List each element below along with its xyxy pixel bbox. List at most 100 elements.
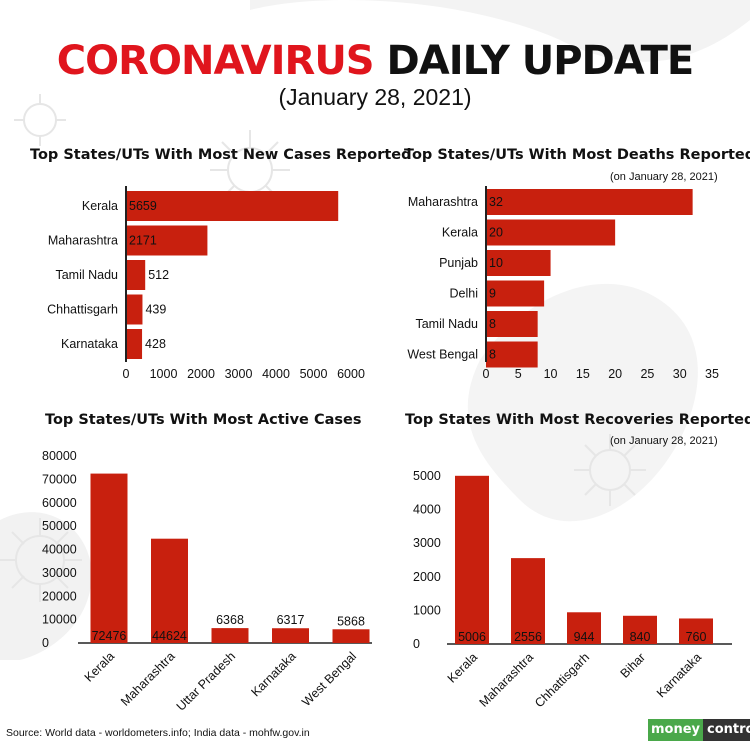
value-label: 5868 [337,614,365,628]
y-tick-label: 80000 [42,449,77,463]
bar [332,629,370,643]
category-label: Chhattisgarh [47,303,118,317]
bar [486,280,545,307]
bar [211,628,249,643]
bar [126,191,339,221]
deaths-note: (on January 28, 2021) [610,171,718,183]
value-label: 9 [489,287,496,301]
bar [126,294,143,325]
bar [486,311,538,337]
x-tick-label: 1000 [150,367,178,381]
bar [679,618,713,644]
value-label: 2171 [129,234,157,248]
x-tick-label: 10 [544,367,558,381]
y-tick-label: 2000 [413,570,441,584]
bar [486,219,616,246]
y-tick-label: 4000 [413,503,441,517]
bar [567,612,601,644]
category-label: Maharashtra [408,195,478,209]
category-label: Kerala [82,199,118,213]
x-tick-label: 20 [608,367,622,381]
category-label: West Bengal [299,649,359,709]
x-tick-label: 5 [515,367,522,381]
bar [126,225,208,256]
category-label: Karnataka [61,337,118,351]
bar [486,341,538,368]
bar [486,189,693,215]
active-title: Top States/UTs With Most Active Cases [45,412,362,428]
value-label: 8 [489,348,496,362]
logo-part-2: control [703,719,750,741]
value-label: 20 [489,226,503,240]
category-label: Karnataka [248,649,298,699]
x-tick-label: 0 [123,367,130,381]
y-tick-label: 60000 [42,496,77,510]
title-red: CORONAVIRUS [56,38,375,84]
bar [151,538,188,643]
y-tick-label: 40000 [42,543,77,557]
moneycontrol-logo: money control [648,719,750,741]
category-label: Karnataka [654,650,704,700]
y-tick-label: 3000 [413,536,441,550]
x-tick-label: 5000 [300,367,328,381]
page-title: CORONAVIRUS DAILY UPDATE [0,38,750,84]
category-label: Kerala [442,226,478,240]
value-label: 512 [148,268,169,282]
x-tick-label: 30 [673,367,687,381]
y-tick-label: 10000 [42,613,77,627]
bar [623,615,657,644]
deaths-chart: Maharashtra 32 Kerala 20 Punjab 10 Delhi 9 Tamil… [407,186,719,381]
bar [455,475,489,644]
y-tick-label: 70000 [42,472,77,486]
virus-icon [574,434,646,506]
y-tick-label: 20000 [42,589,77,603]
value-label: 2556 [514,630,542,644]
value-label: 840 [630,630,651,644]
value-label: 44624 [152,629,187,643]
recoveries-chart: 0 1000 2000 3000 4000 5000 5006 Kerala 2556 Mahar… [413,469,732,710]
value-label: 32 [489,195,503,209]
value-label: 8 [489,317,496,331]
active-chart: 0 10000 20000 30000 40000 50000 60000 70000 8000… [42,449,372,714]
deaths-title: Top States/UTs With Most Deaths Reported [404,147,750,163]
x-tick-label: 15 [576,367,590,381]
category-label: Uttar Pradesh [174,649,238,713]
value-label: 760 [686,630,707,644]
page-date: (January 28, 2021) [278,84,472,110]
y-tick-label: 50000 [42,519,77,533]
x-tick-label: 35 [705,367,719,381]
virus-icon [0,518,82,602]
virus-icon [14,94,66,146]
category-label: Delhi [450,287,479,301]
bar [90,473,128,643]
y-tick-label: 0 [413,637,420,651]
category-label: Maharashtra [48,234,118,248]
y-tick-label: 1000 [413,603,441,617]
value-label: 5659 [129,199,157,213]
recoveries-note: (on January 28, 2021) [610,435,718,447]
value-label: 10 [489,256,503,270]
recoveries-title: Top States With Most Recoveries Reported [405,412,750,428]
y-tick-label: 0 [42,636,49,650]
category-label: Kerala [445,650,480,685]
title-black: DAILY UPDATE [386,38,695,84]
category-label: Tamil Nadu [415,317,478,331]
category-label: Maharashtra [118,649,178,709]
logo-part-1: money [648,719,704,741]
x-tick-label: 6000 [337,367,365,381]
x-tick-label: 3000 [225,367,253,381]
value-label: 6317 [277,613,305,627]
category-label: Maharashtra [477,650,537,710]
bar [511,558,545,644]
value-label: 5006 [458,630,486,644]
value-label: 944 [574,630,595,644]
bar [272,628,309,643]
y-tick-label: 5000 [413,469,441,483]
category-label: Bihar [618,650,649,681]
category-label: Tamil Nadu [55,268,118,282]
category-label: West Bengal [407,348,478,362]
value-label: 72476 [92,629,127,643]
value-label: 428 [145,337,166,351]
bar [126,329,143,359]
category-label: Kerala [82,649,117,684]
